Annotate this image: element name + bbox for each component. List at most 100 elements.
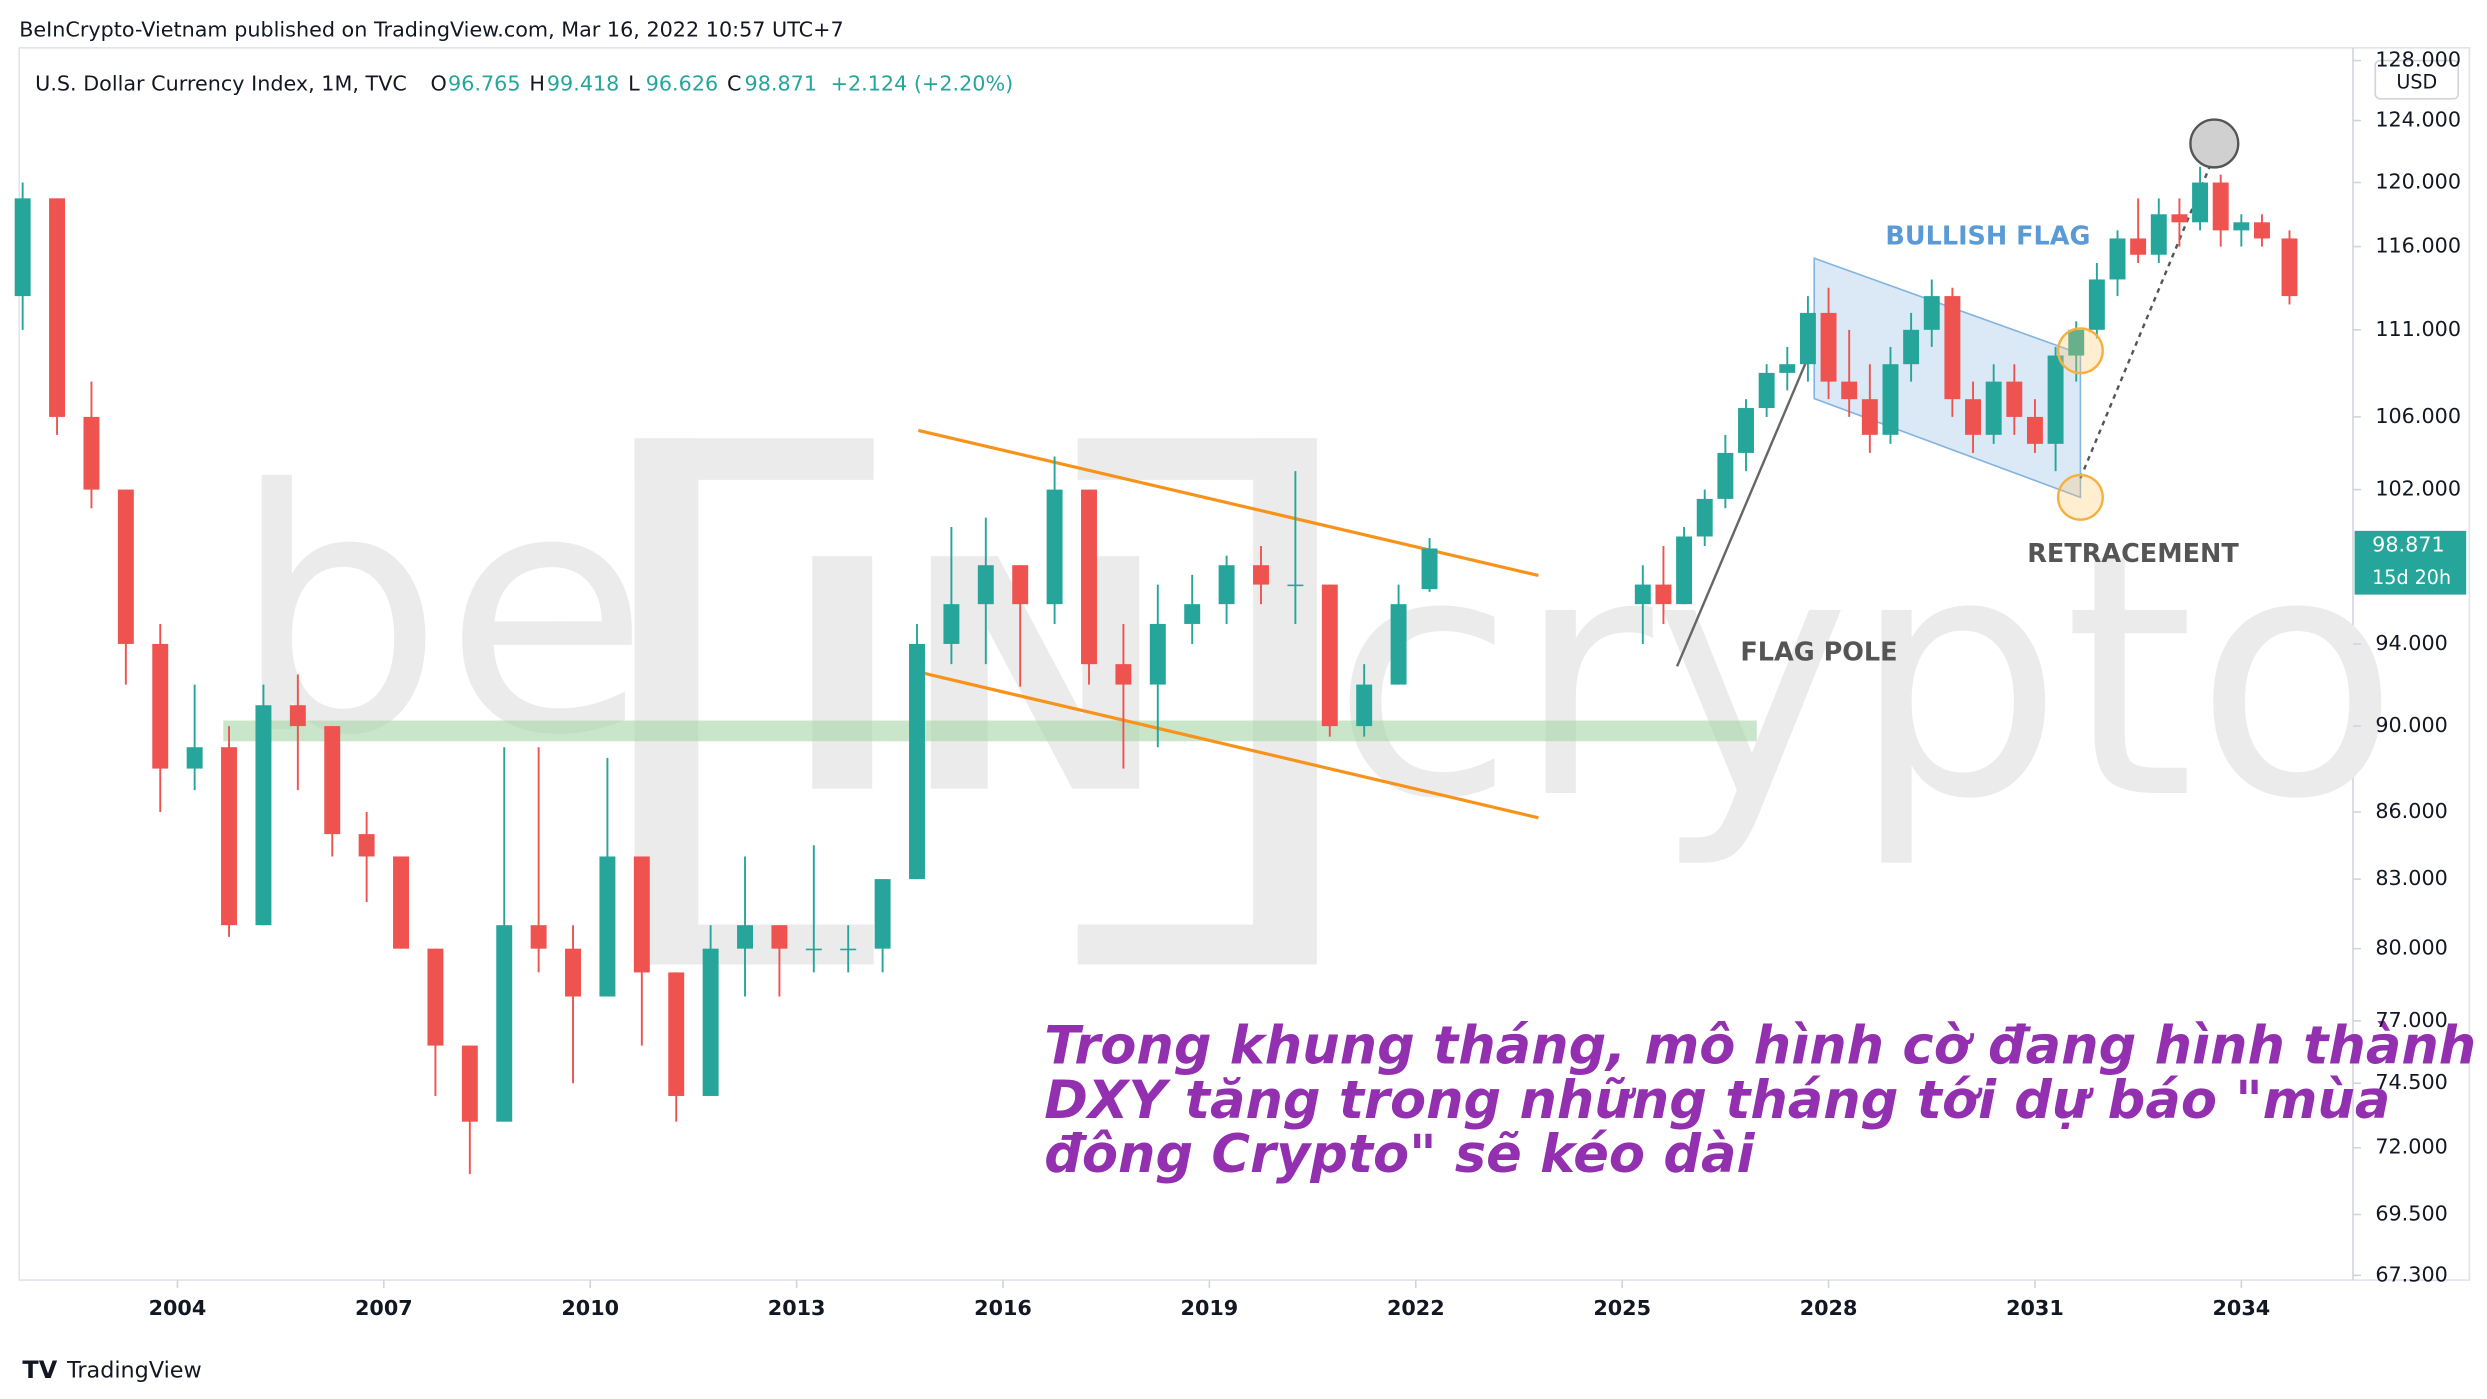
candle-body: [2068, 329, 2085, 356]
y-tick-label: 120.000: [2375, 170, 2461, 194]
projection-line: [2079, 158, 2214, 479]
candle-body: [2130, 238, 2147, 255]
countdown: 15d 20h: [2372, 566, 2451, 589]
candle-body: [2254, 222, 2270, 239]
candle-body: [2281, 238, 2298, 297]
candle-body: [14, 198, 31, 297]
candle-body: [1356, 684, 1373, 727]
y-tick-label: 116.000: [2375, 234, 2461, 258]
flag-label: BULLISH FLAG: [1885, 222, 2090, 252]
currency: USD: [2396, 70, 2437, 93]
candle-body: [1012, 565, 1029, 605]
y-tick-label: 77.000: [2375, 1008, 2448, 1032]
currency-box: [2374, 59, 2460, 100]
x-tick-label: 2010: [561, 1296, 619, 1320]
y-tick-label: 72.000: [2375, 1135, 2448, 1159]
candle-body: [2150, 214, 2167, 255]
candle-body: [1634, 584, 1651, 605]
candle-body: [737, 925, 753, 949]
candle-body: [633, 856, 650, 973]
x-tick-label: 2019: [1181, 1296, 1239, 1320]
candle-body: [2047, 355, 2064, 444]
y-tick-label: 106.000: [2375, 404, 2461, 428]
last-price: 98.871: [2372, 532, 2445, 556]
watermark-bracket: [634, 924, 874, 965]
ohlc-value: 96.626: [646, 71, 719, 95]
ohlc-key: L: [628, 71, 640, 95]
y-tick-label: 69.500: [2375, 1202, 2448, 1226]
candle-body: [1758, 372, 1775, 409]
channel-line: [921, 671, 1539, 820]
watermark-text: IN: [783, 494, 1168, 865]
candle-body: [461, 1045, 478, 1122]
candle-body: [289, 705, 306, 727]
candles: [14, 166, 2298, 1175]
candle-body: [1738, 408, 1754, 453]
candle-body: [1046, 489, 1063, 605]
candle-body: [152, 643, 169, 769]
ohlc-key: C: [727, 71, 741, 95]
watermark-bracket: [1253, 438, 1317, 965]
candle-body: [1841, 381, 1858, 400]
ohlc-value: 96.765: [448, 71, 521, 95]
y-tick-label: 94.000: [2375, 631, 2448, 655]
candle-body: [1218, 565, 1235, 605]
y-tick-label: 124.000: [2375, 108, 2461, 132]
retracement-circle: [2056, 473, 2104, 521]
candle-body: [1779, 364, 1796, 373]
tv-logo: TV: [22, 1356, 57, 1384]
x-tick-label: 2016: [974, 1296, 1032, 1320]
candle-body: [2026, 416, 2043, 444]
candle-body: [496, 925, 513, 1122]
y-tick-label: 74.500: [2375, 1070, 2448, 1094]
candle-body: [771, 925, 788, 949]
y-tick-label: 90.000: [2375, 713, 2448, 737]
breakout-circle: [2056, 327, 2104, 375]
y-tick-label: 83.000: [2375, 866, 2448, 890]
candle-body: [565, 948, 581, 997]
candle-body: [668, 972, 685, 1096]
note-line: đông Crypto" sẽ kéo dài: [1044, 1124, 1755, 1185]
last-price-box: [2354, 530, 2467, 595]
symbol-title: U.S. Dollar Currency Index, 1M, TVC: [35, 71, 407, 95]
ohlc-value: 98.871: [745, 71, 817, 95]
candle-body: [1253, 565, 1269, 585]
candle-body: [1081, 489, 1097, 665]
candle-body: [358, 834, 375, 857]
note-line: DXY tăng trong những tháng tới dự báo "m…: [1044, 1070, 2390, 1131]
candle-body: [2006, 381, 2023, 417]
pole-label: FLAG POLE: [1740, 638, 1897, 668]
y-tick-label: 111.000: [2375, 317, 2461, 341]
candle-body: [117, 489, 134, 644]
note: Trong khung tháng, mô hình cờ đang hình …: [1044, 1016, 2476, 1185]
candle-body: [1903, 329, 1920, 365]
target-circle: [2189, 118, 2240, 169]
watermark: be IN crypto: [231, 418, 2400, 965]
candle-body: [977, 565, 994, 605]
candle-body: [1882, 364, 1899, 435]
candle-body: [186, 747, 203, 769]
candle-body: [1287, 584, 1304, 587]
candle-body: [599, 856, 616, 997]
y-tick-label: 67.300: [2375, 1262, 2448, 1286]
candle-body: [1149, 623, 1166, 685]
candle-body: [393, 856, 410, 949]
frame: [18, 47, 2471, 1281]
watermark-text: be: [231, 418, 649, 808]
ohlc-key: H: [529, 71, 545, 95]
ohlc-legend: O 96.765 H 99.418 L 96.626 C 98.871 +2.124 (+2.2…: [430, 71, 1013, 95]
candle-body: [2088, 279, 2105, 330]
candle-body: [1696, 498, 1713, 537]
candle-body: [909, 643, 925, 880]
candle-body: [1923, 296, 1940, 330]
candle-body: [427, 948, 444, 1046]
retracement-label: RETRACEMENT: [2027, 539, 2239, 569]
y-tick-label: 102.000: [2375, 477, 2461, 501]
candle-body: [2171, 214, 2188, 223]
candle-body: [1861, 399, 1878, 435]
candle-body: [702, 948, 719, 1096]
x-tick-label: 2025: [1593, 1296, 1651, 1320]
x-tick-label: 2031: [2006, 1296, 2064, 1320]
